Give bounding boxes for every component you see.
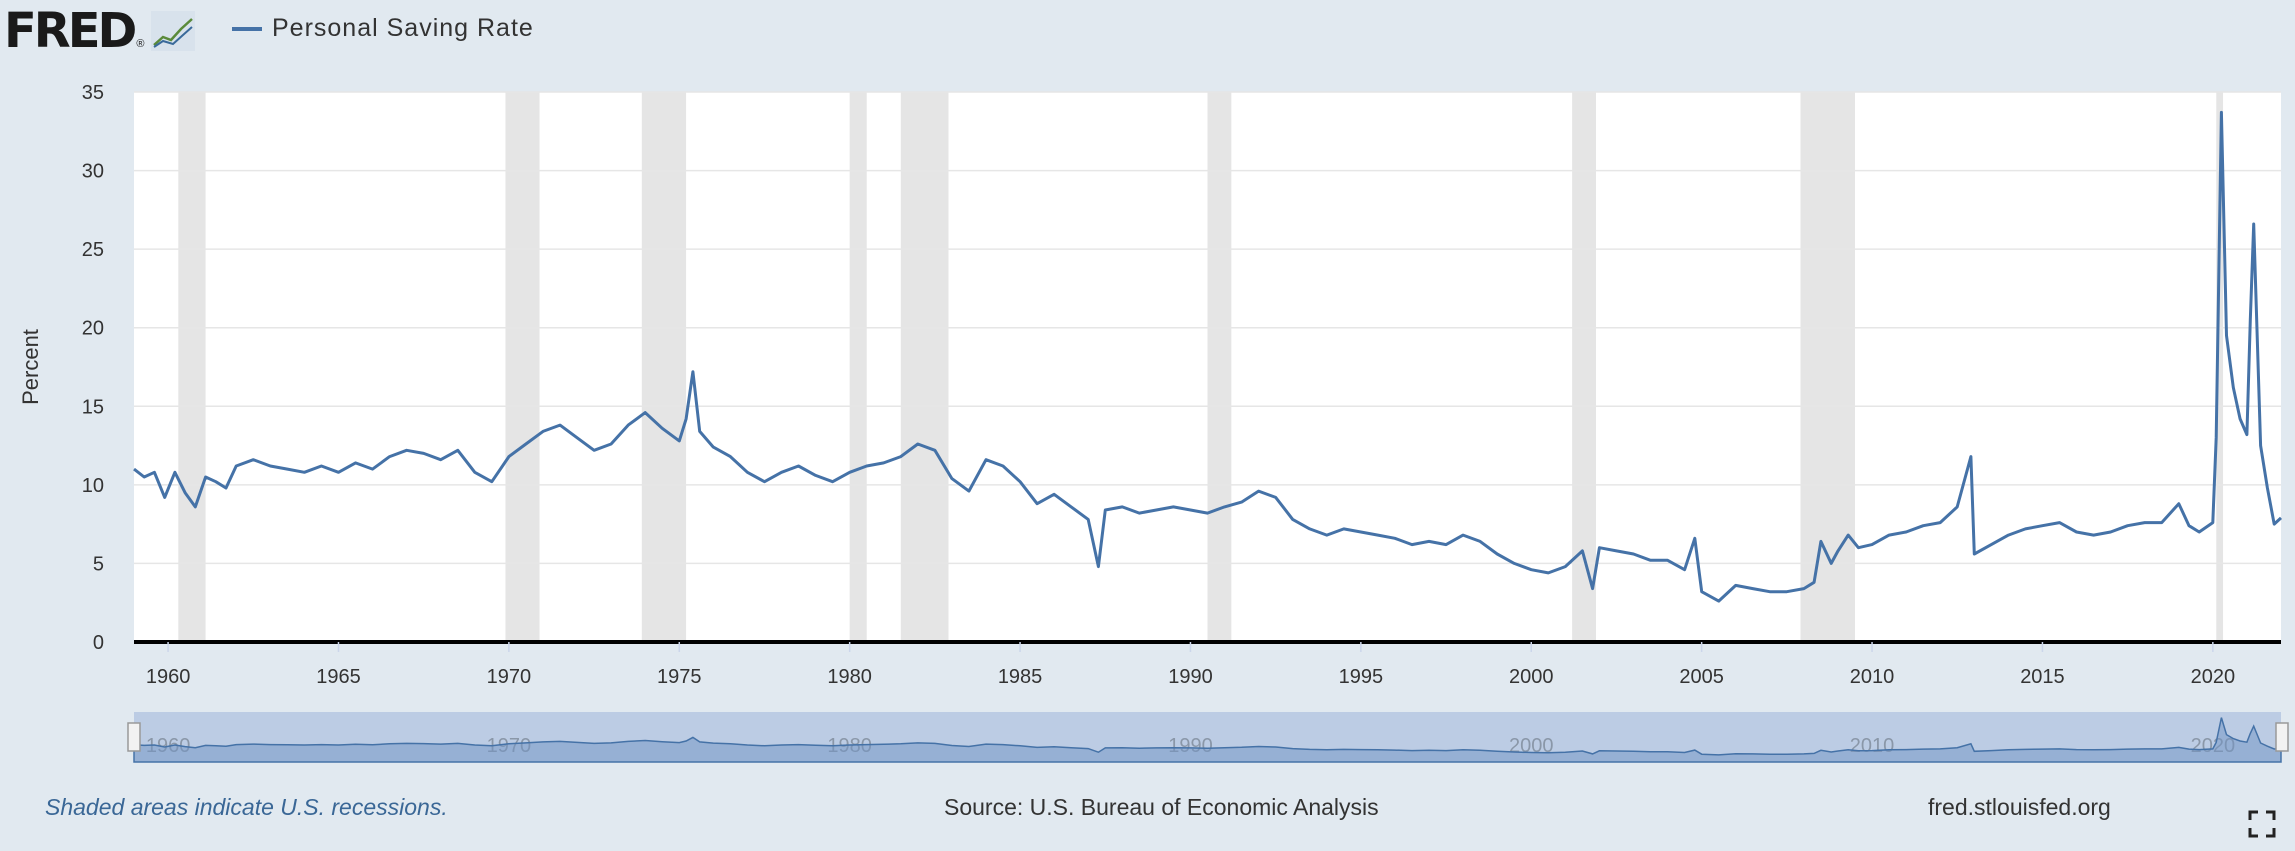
range-navigator[interactable]: 1960197019801990200020102020 [127,712,2289,763]
y-tick-label: 15 [82,396,104,418]
recession-note: Shaded areas indicate U.S. recessions. [45,794,448,820]
chart-header: FRED ® Personal Saving Rate [0,0,2295,62]
series-layer [133,110,2283,603]
recession-band [1572,92,1597,642]
recession-band [641,92,687,642]
fred-logo[interactable]: FRED ® [4,4,195,58]
source-credit: Source: U.S. Bureau of Economic Analysis [944,794,1379,820]
x-tick-label: 1990 [1168,666,1213,688]
x-axis-ticks: 1960 1965 1970 1975 1980 1985 1990 1995 2000 2005… [146,642,2235,688]
y-tick-label: 30 [82,161,104,183]
recession-band [2216,92,2224,642]
y-axis-ticks: 0 5 10 15 20 25 30 35 [82,82,104,654]
x-tick-label: 1980 [827,666,872,688]
recession-band [1800,92,1856,642]
y-tick-label: 10 [82,475,104,497]
fred-wordmark: FRED [4,3,137,59]
y-tick-label: 0 [93,632,104,654]
legend-label: Personal Saving Rate [272,14,534,42]
y-tick-label: 35 [82,82,104,104]
navigator-series [133,717,2282,763]
recession-band [178,92,206,642]
navigator-handle-right[interactable] [2275,722,2289,752]
x-tick-label: 2010 [1850,666,1895,688]
recession-band [1207,92,1232,642]
x-tick-label: 1965 [316,666,361,688]
recession-band [900,92,949,642]
x-tick-label: 1970 [487,666,532,688]
fred-graph-icon [150,11,195,51]
series-line [133,110,2283,603]
x-tick-label: 2005 [1679,666,1724,688]
x-tick-label: 1985 [998,666,1043,688]
y-tick-label: 25 [82,239,104,261]
x-tick-label: 2000 [1509,666,1554,688]
registered-mark: ® [136,38,145,50]
recession-band [505,92,540,642]
y-axis-label: Percent [18,329,43,405]
x-tick-label: 1975 [657,666,702,688]
x-tick-label: 2015 [2020,666,2065,688]
x-tick-label: 1995 [1339,666,1384,688]
legend-swatch [232,26,262,31]
fred-url-link[interactable]: fred.stlouisfed.org [1928,794,2111,820]
gridlines [134,91,2281,565]
y-tick-label: 20 [82,318,104,340]
fullscreen-icon[interactable] [2248,810,2276,838]
navigator-handle-left[interactable] [127,722,141,752]
recession-shading [178,92,2224,642]
recession-band [849,92,867,642]
x-tick-label: 2020 [2191,666,2236,688]
chart-legend[interactable]: Personal Saving Rate [232,14,534,43]
y-tick-label: 5 [93,553,104,575]
x-tick-label: 1960 [146,666,191,688]
